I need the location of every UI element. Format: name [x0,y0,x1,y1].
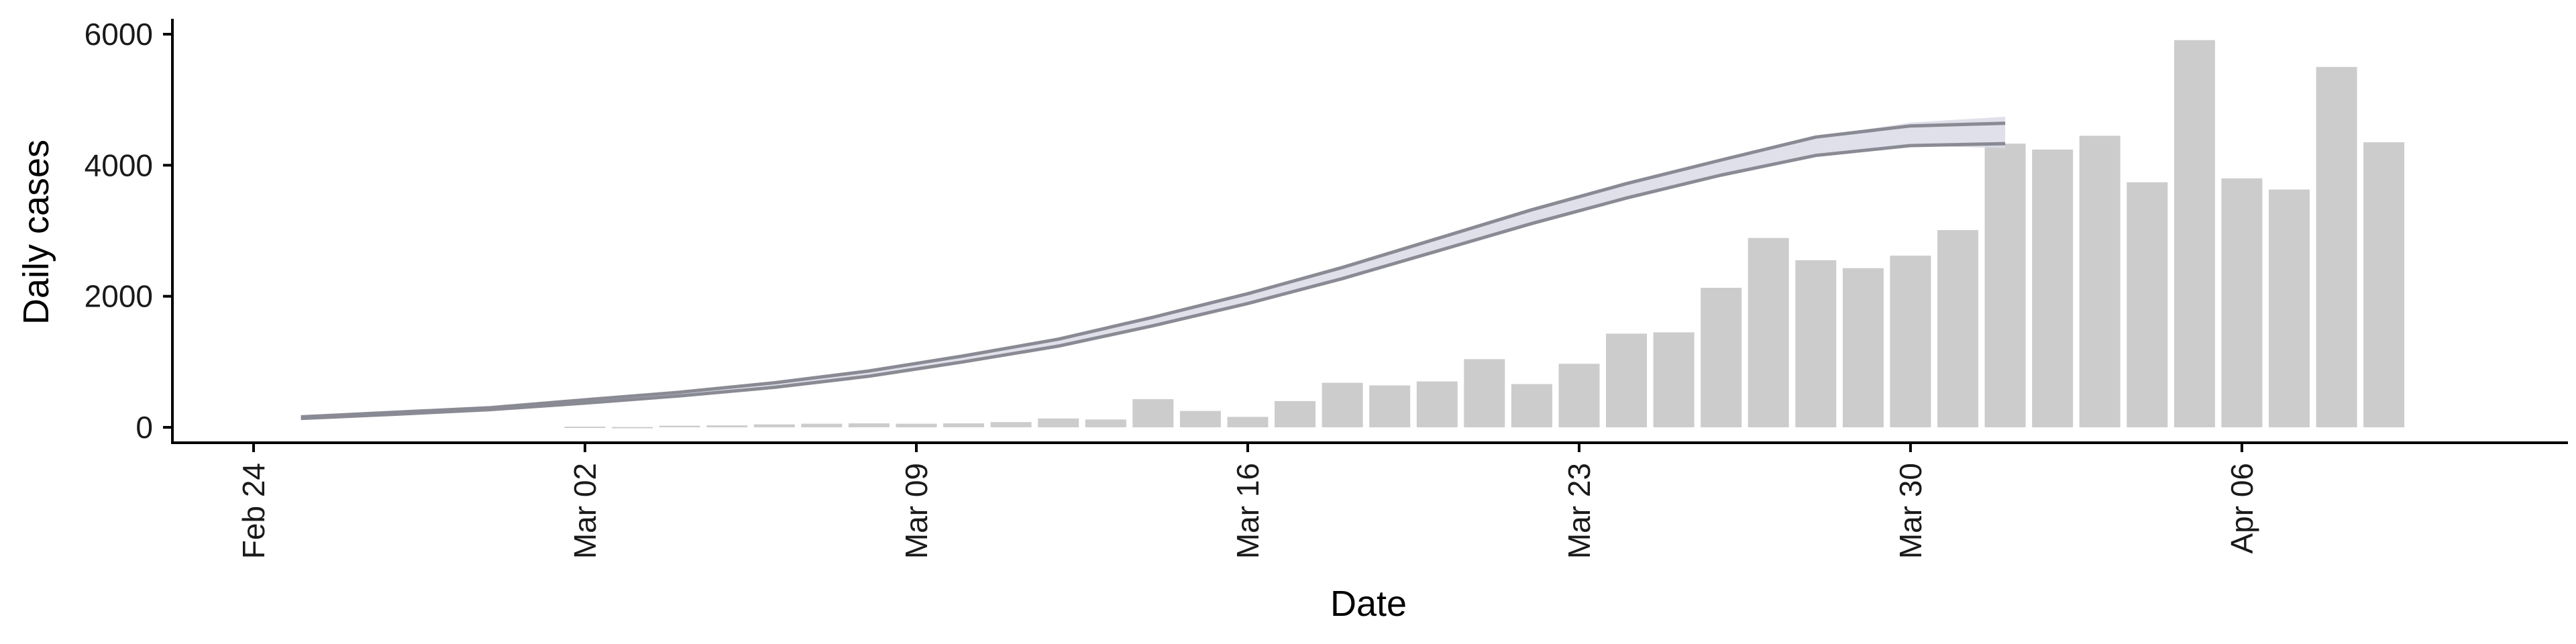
bar-2020-03-08 [848,423,890,427]
bar-2020-04-07 [2269,189,2310,427]
bar-2020-03-13 [1085,419,1126,427]
bar-2020-03-26 [1701,288,1742,427]
bar-2020-03-02 [564,427,606,428]
bar-2020-04-04 [2127,182,2168,427]
y-tick-label-4000: 4000 [85,148,153,182]
x-tick-label-2020-03-30: Mar 30 [1893,463,1928,559]
bar-2020-03-06 [753,424,795,427]
bar-2020-03-12 [1038,418,1079,427]
y-tick-label-0: 0 [136,410,153,445]
x-tick-label-2020-03-09: Mar 09 [899,463,934,559]
y-axis-title: Daily cases [16,140,56,325]
bar-2020-03-14 [1132,399,1174,427]
x-tick-label-2020-03-16: Mar 16 [1230,463,1265,559]
y-tick-label-2000: 2000 [85,279,153,314]
bar-2020-04-09 [2363,142,2405,427]
bar-2020-03-29 [1842,268,1884,427]
bar-2020-04-02 [2032,149,2074,427]
x-tick-label-2020-03-02: Mar 02 [568,463,602,559]
model-band-upper-line [301,121,2006,419]
bar-2020-04-01 [1984,144,2026,427]
bar-2020-03-22 [1511,384,1552,427]
bar-2020-03-19 [1369,385,1411,427]
bar-2020-03-25 [1653,332,1695,427]
x-tick-label-2020-04-06: Apr 06 [2224,463,2259,554]
bar-2020-03-15 [1179,411,1221,427]
y-tick-label-6000: 6000 [85,17,153,52]
bar-2020-04-03 [2079,136,2121,427]
bar-2020-03-21 [1464,359,1505,427]
bar-2020-03-30 [1890,256,1931,427]
bar-2020-03-17 [1275,400,1316,427]
bar-2020-04-08 [2316,66,2357,428]
bar-2020-03-18 [1322,382,1363,427]
bar-2020-03-05 [706,425,748,427]
bar-2020-03-20 [1416,381,1458,427]
bar-2020-03-09 [896,423,937,427]
bar-2020-03-04 [659,425,700,427]
y-axis-ticks: 0 2000 4000 6000 [85,17,172,445]
bar-2020-04-06 [2221,178,2263,427]
model-band-series [301,117,2006,421]
bar-2020-03-23 [1558,364,1600,427]
x-axis-title: Date [1330,584,1407,624]
x-axis-ticks: Feb 24 Mar 02 Mar 09 Mar 16 Mar 23 Mar 30 Apr … [236,443,2259,559]
x-tick-label-2020-03-23: Mar 23 [1562,463,1597,559]
bar-2020-03-11 [990,422,1032,427]
model-band-area [301,117,2006,419]
bar-2020-03-27 [1748,237,1789,427]
bar-2020-04-05 [2174,40,2215,428]
bar-2020-03-24 [1606,333,1647,427]
bar-2020-03-31 [1937,230,1978,427]
bar-2020-03-10 [943,423,984,427]
bar-series [564,40,2405,429]
bar-2020-03-07 [801,423,843,427]
bar-2020-03-16 [1227,417,1269,427]
x-tick-label-2020-02-24: Feb 24 [236,463,271,559]
bar-2020-03-28 [1795,260,1837,427]
bar-2020-03-03 [612,427,653,429]
model-band-lower-line [301,142,2006,421]
